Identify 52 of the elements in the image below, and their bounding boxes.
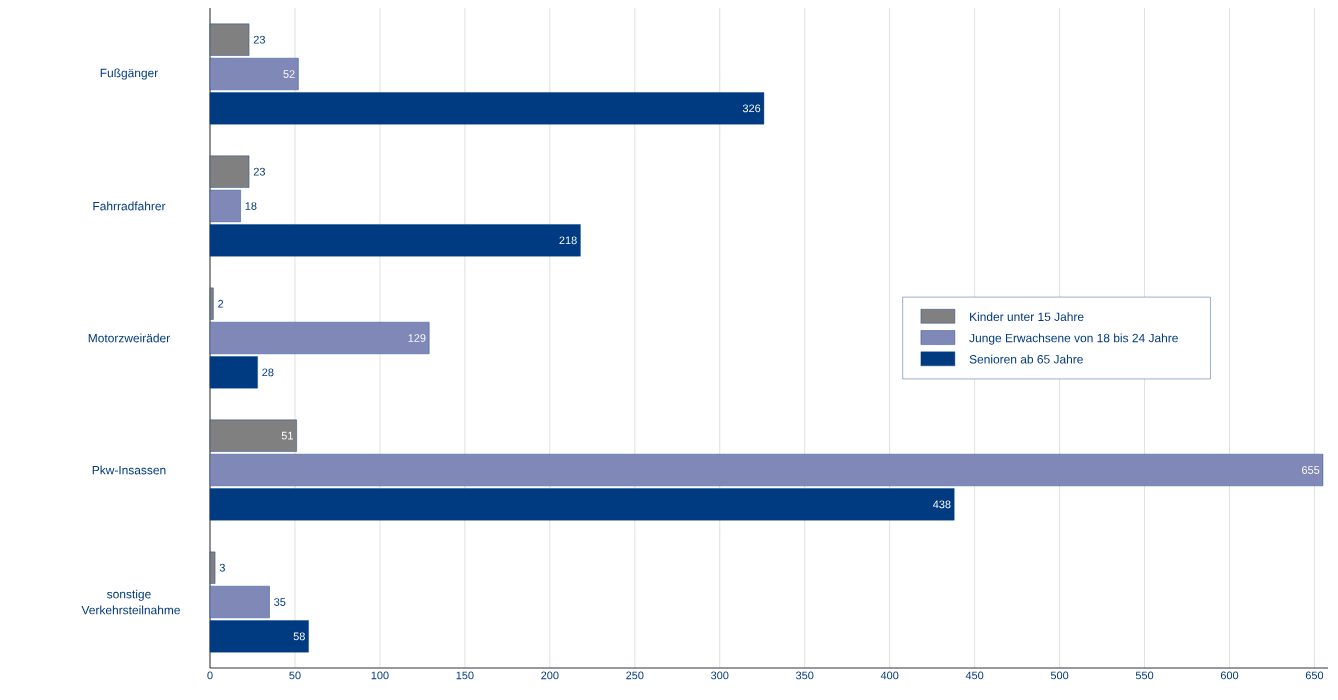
legend-label: Junge Erwachsene von 18 bis 24 Jahre [969,333,1178,345]
data-label: 2 [218,299,224,308]
x-tick-label: 100 [371,671,389,680]
bar [209,224,581,257]
x-tick-label: 0 [207,671,213,680]
data-label: 23 [253,167,265,176]
y-tick-label: Fußgänger [100,68,159,80]
x-tick-label: 450 [965,671,984,680]
data-label: 326 [742,104,761,113]
bar [209,453,1324,487]
data-label: 58 [293,632,305,641]
x-tick-label: 250 [626,671,644,680]
data-label: 35 [274,598,286,606]
x-tick-label: 550 [1135,671,1154,680]
y-tick-label: Fahrradfahrer [93,201,166,211]
bar [209,488,955,521]
data-label: 655 [1302,466,1320,474]
bar [209,155,250,188]
bar [209,419,297,452]
x-tick-label: 350 [795,671,814,680]
x-tick-label: 300 [711,671,729,680]
bar [209,92,765,125]
x-tick-label: 400 [880,671,899,680]
bar [209,585,270,619]
bar [209,189,241,223]
x-tick-label: 200 [541,671,559,680]
y-tick-label: Pkw-Insassen [92,465,166,475]
y-tick-label: sonstige Verkehrsteilnahme [81,589,180,615]
data-label: 129 [408,334,426,342]
data-label: 18 [245,202,257,210]
data-label: 52 [283,70,295,78]
bar [209,321,430,355]
data-label: 3 [219,563,225,572]
y-tick-label: Motorzweiräder [88,333,170,343]
bar [209,23,250,56]
data-label: 28 [262,368,274,377]
data-label: 23 [253,35,265,44]
legend-label: Kinder unter 15 Jahre [970,312,1084,321]
data-label: 218 [559,236,577,245]
x-tick-label: 50 [289,671,301,680]
bar [209,620,309,653]
bar [209,551,216,584]
data-label: 438 [933,500,951,509]
bar [209,57,299,91]
bar [209,356,258,389]
bar [209,287,214,320]
legend-label: Senioren ab 65 Jahre [969,354,1083,364]
x-tick-label: 150 [456,671,474,680]
x-tick-label: 500 [1050,671,1069,680]
x-tick-label: 600 [1220,671,1239,680]
x-tick-label: 650 [1305,671,1324,680]
data-label: 51 [281,431,293,440]
